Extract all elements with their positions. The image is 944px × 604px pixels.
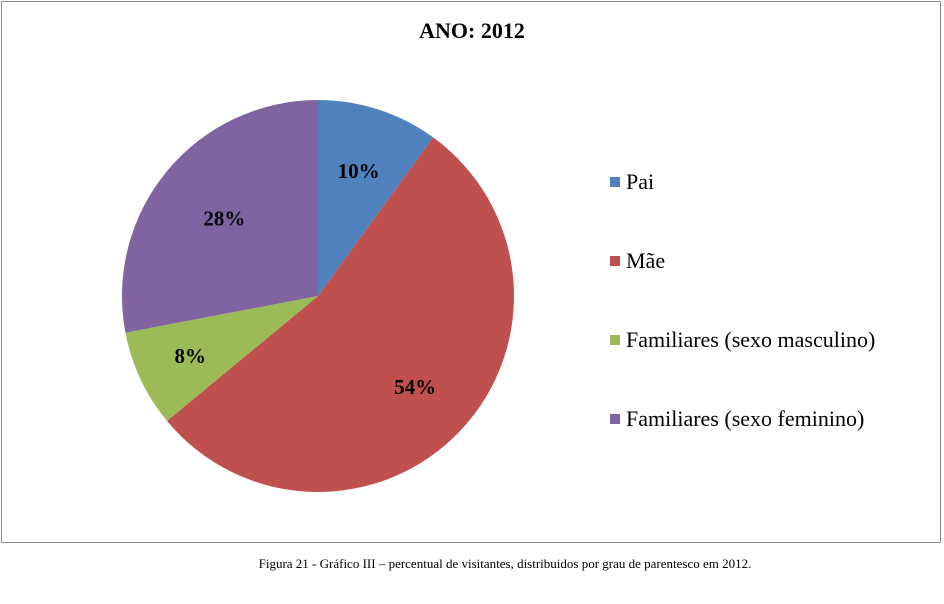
pie-data-labels: 10% 54% 8% 28%: [175, 159, 437, 399]
legend-item-1: Pai: [610, 168, 654, 196]
pie-slice-4: [121, 100, 318, 333]
legend-item-2: Mãe: [610, 247, 665, 275]
legend-item-4: Familiares (sexo feminino): [610, 405, 864, 433]
pie-slice-1: [318, 100, 434, 296]
pie-data-label-4: 28%: [203, 207, 245, 231]
legend-item-3: Familiares (sexo masculino): [610, 326, 875, 354]
legend-label-3: Familiares (sexo masculino): [626, 327, 876, 352]
pie-data-label-2: 54%: [394, 375, 436, 399]
pie-slices: [121, 100, 514, 492]
legend-swatch-1: [610, 176, 620, 187]
legend-swatch-2: [610, 255, 620, 266]
pie-data-label-3: 8%: [175, 344, 207, 368]
legend-swatch-3: [610, 334, 620, 345]
pie-slice-3: [125, 296, 318, 421]
pie-slice-2: [166, 137, 514, 492]
legend-label-2: Mãe: [626, 248, 666, 273]
figure-caption: Figura 21 - Gráfico III – percentual de …: [258, 556, 752, 571]
chart-title: ANO: 2012: [419, 18, 525, 43]
pie-data-label-1: 10%: [338, 159, 380, 183]
legend-swatch-4: [610, 413, 620, 424]
legend-label-1: Pai: [626, 169, 655, 194]
legend-label-4: Familiares (sexo feminino): [626, 406, 865, 431]
